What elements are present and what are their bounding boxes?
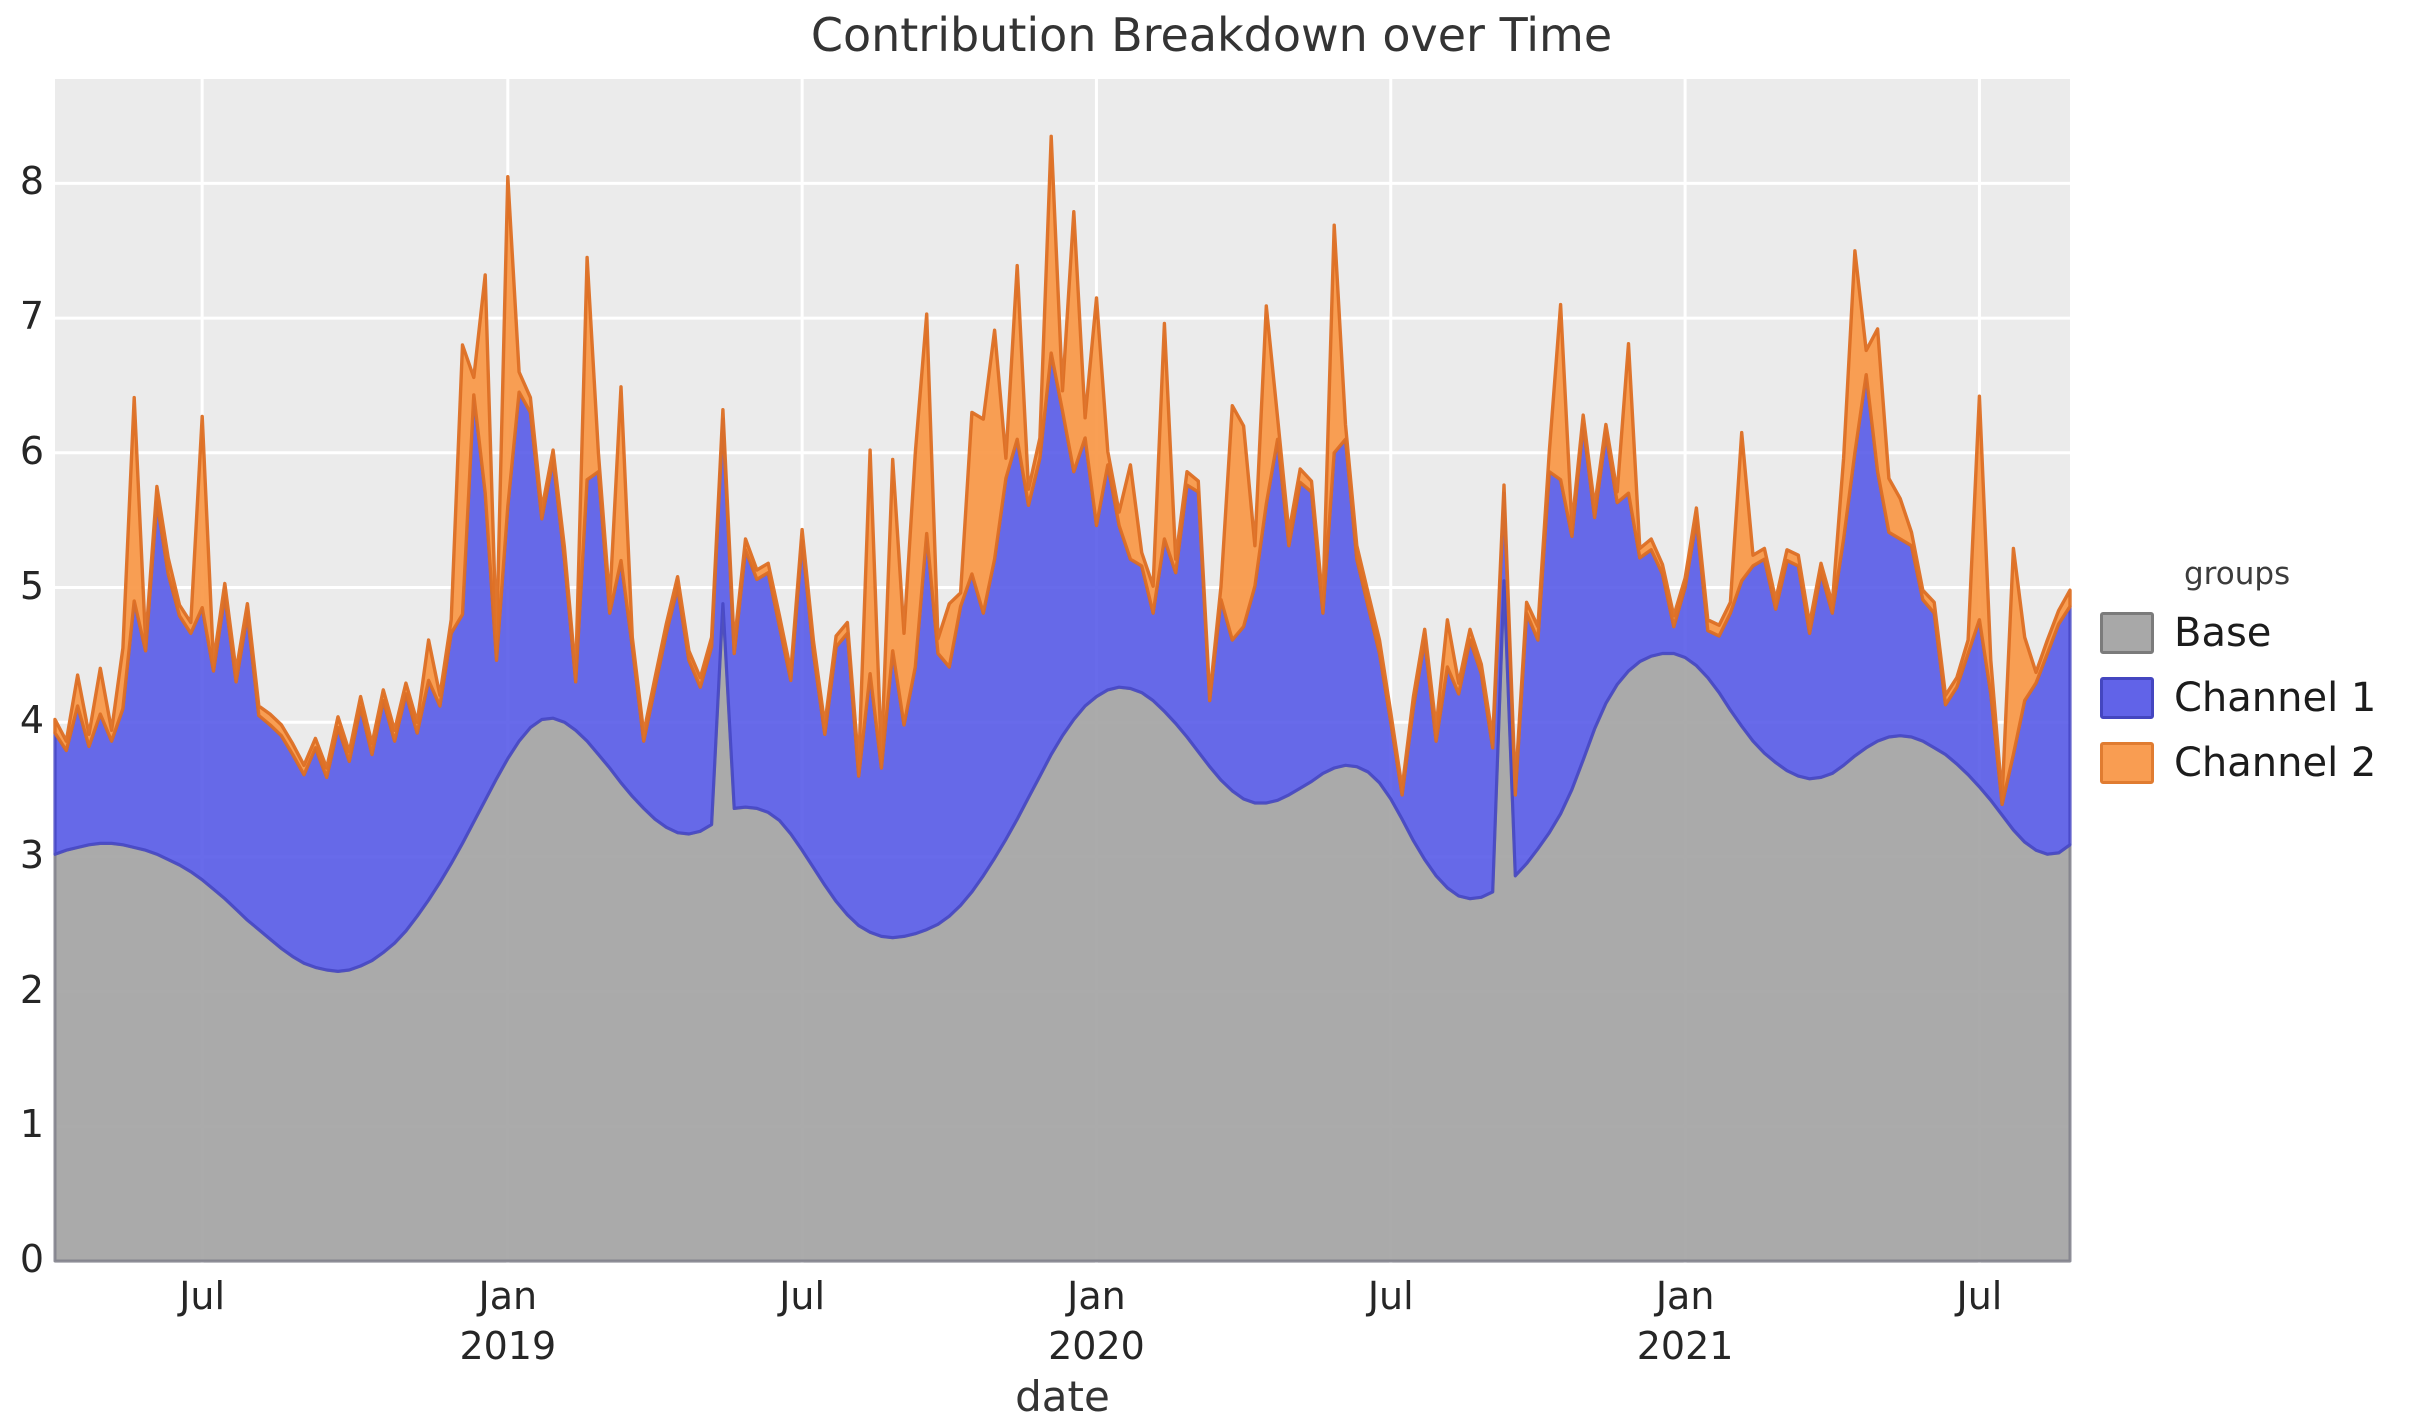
legend-label-channel-1: Channel 1	[2174, 675, 2377, 721]
legend-swatch-channel-2-icon	[2100, 742, 2154, 784]
y-tick-label: 8	[19, 159, 44, 204]
y-tick-label: 7	[19, 294, 44, 339]
y-tick-label: 6	[19, 428, 44, 473]
y-tick-label: 4	[19, 698, 44, 743]
legend-label-channel-2: Channel 2	[2174, 740, 2377, 786]
x-tick-year-label: 2020	[1048, 1324, 1145, 1368]
chart-title: Contribution Breakdown over Time	[810, 8, 1613, 62]
x-tick-year-label: 2019	[459, 1324, 557, 1368]
x-tick-label: Jan	[1655, 1274, 1715, 1318]
x-tick-label: Jul	[779, 1274, 826, 1318]
y-tick-label: 0	[19, 1237, 44, 1281]
x-tick-label: Jul	[1367, 1274, 1414, 1318]
legend-item-channel-2: Channel 2	[2100, 740, 2376, 786]
legend-item-channel-1: Channel 1	[2100, 675, 2376, 721]
y-tick-label: 5	[19, 563, 44, 608]
x-tick-year-label: 2021	[1636, 1324, 1734, 1368]
x-tick-label: Jul	[179, 1274, 226, 1318]
legend-item-base: Base	[2100, 610, 2376, 656]
x-axis-title: date	[1015, 1372, 1110, 1421]
y-tick-label: 3	[19, 832, 44, 877]
y-tick-label: 1	[19, 1102, 44, 1147]
y-tick-label: 2	[19, 967, 44, 1012]
legend-swatch-base-icon	[2100, 612, 2154, 654]
legend-label-base: Base	[2174, 610, 2272, 656]
legend-title: groups	[2184, 556, 2291, 592]
x-tick-label: Jan	[478, 1274, 538, 1318]
legend: groups Base Channel 1 Channel 2	[2100, 556, 2376, 805]
legend-swatch-channel-1-icon	[2100, 677, 2154, 719]
x-tick-label: Jan	[1067, 1274, 1126, 1318]
x-tick-label: Jul	[1956, 1274, 2003, 1318]
